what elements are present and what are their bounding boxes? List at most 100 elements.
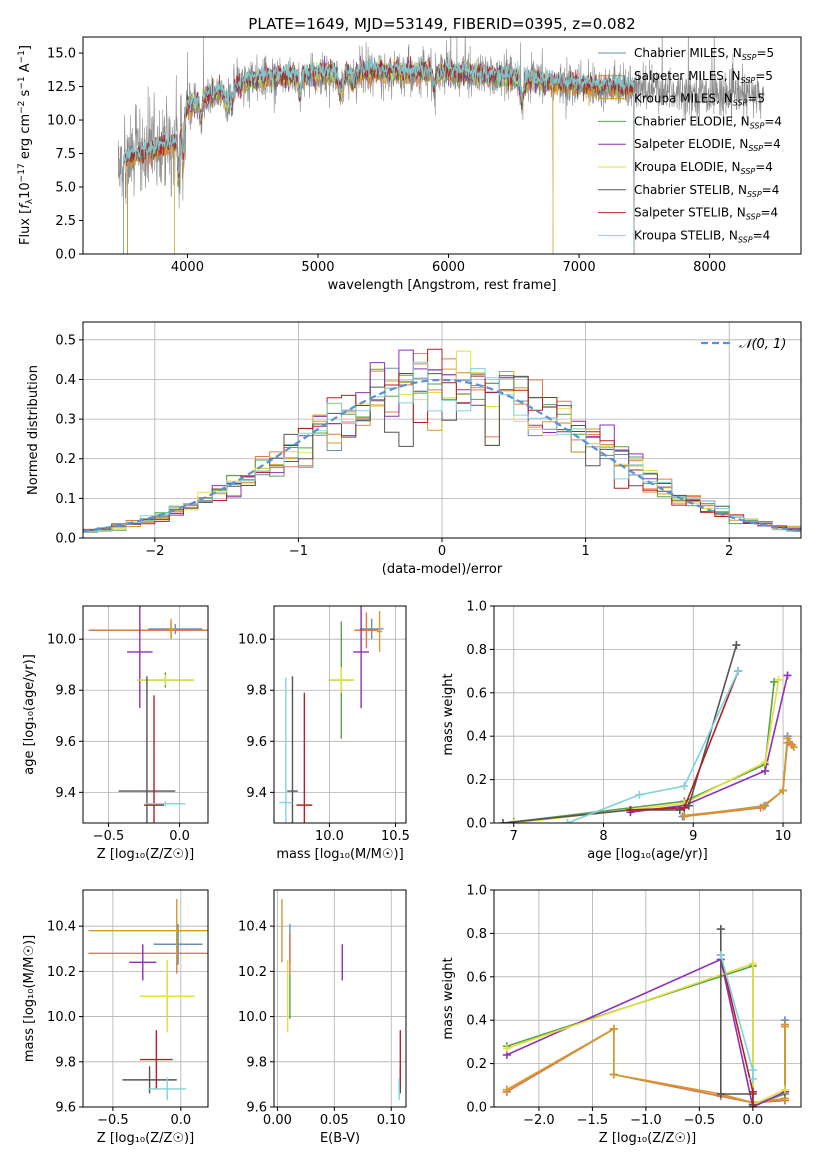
- y-axis-label: Normed distribution: [26, 365, 41, 495]
- plus-marker: [498, 819, 507, 823]
- legend-ssp: SSP: [747, 190, 762, 199]
- y-tick-label: 9.4: [246, 786, 267, 801]
- errorbar-salpeter-stelib: [144, 695, 164, 823]
- axes-mass-weight-vs-age: 7 8 9 10 0.0 0.2 0.4 0.6 0.8 1.0 age [log₁₀(age/yr…: [441, 600, 802, 862]
- x-tick-label: 6000: [432, 260, 465, 275]
- y-tick-label: 1.0: [466, 884, 487, 899]
- errorbar-kroupa-miles: [166, 618, 176, 640]
- y-tick-label: 0.0: [466, 1101, 487, 1116]
- x-tick-label: 0.00: [263, 1113, 292, 1128]
- y-axis-label: mass weight: [441, 673, 456, 755]
- y-tick-label: 0.2: [55, 452, 76, 467]
- x-axis-label: Z [log₁₀(Z/Z☉)]: [599, 1131, 696, 1146]
- x-tick-label: 0: [438, 544, 446, 559]
- errorbar-chabrier-stelib: [287, 676, 298, 823]
- plot-area-spectrum: [117, 37, 765, 254]
- y-tick-label: 9.6: [246, 735, 267, 750]
- errorbar-salpeter-miles: [354, 612, 379, 649]
- plus-marker: [748, 1087, 757, 1096]
- plus-marker: [609, 1070, 618, 1079]
- axes-border: [493, 605, 802, 824]
- axes-mass-vs-EBV: 0.00 0.05 0.10 9.6 9.8 10.0 10.2 10.4 E(B-V): [238, 889, 407, 1146]
- plus-marker: [502, 1085, 511, 1094]
- y-axis-label-part: λ: [25, 198, 35, 204]
- mass-weight-line: [513, 679, 780, 823]
- legend-n: , N: [730, 183, 747, 197]
- y-tick-label: 0.6: [466, 970, 487, 985]
- x-tick-label: 10: [775, 829, 792, 844]
- y-tick-label: 5.0: [55, 181, 76, 196]
- axes-border: [273, 889, 407, 1108]
- x-tick-label: 10.5: [381, 829, 410, 844]
- y-tick-label: 9.6: [55, 1101, 76, 1116]
- y-tick-label: 9.6: [246, 1101, 267, 1116]
- legend-series-name: Salpeter MILES: [634, 69, 724, 83]
- y-tick-label: 0.0: [55, 248, 76, 263]
- plus-marker: [748, 1103, 757, 1107]
- y-tick-label: 7.5: [55, 147, 76, 162]
- plot-area-residuals: [83, 348, 801, 535]
- y-tick-label: 9.8: [55, 1055, 76, 1070]
- mass-weight-series-kroupa-stelib: [563, 667, 743, 823]
- legend-n: , N: [733, 114, 750, 128]
- errorbar-salpeter-elodie: [353, 606, 370, 709]
- y-tick-label: 0.6: [466, 686, 487, 701]
- y-axis-label: age [log₁₀(age/yr)]: [22, 654, 37, 775]
- plus-marker: [779, 786, 788, 795]
- y-tick-label: 10.0: [238, 1010, 267, 1025]
- axes-frame-mass-weight-vs-Z: −2.0 −1.5 −1.0 −0.5 0.0 0.0 0.2 0.4 0.6 0.8 1.0 Z […: [441, 884, 802, 1146]
- plot-area-age-vs-Z: [88, 606, 208, 823]
- legend-ssp: SSP: [738, 235, 753, 244]
- legend-series-name: Chabrier STELIB: [634, 183, 730, 197]
- legend-nssp: =4: [763, 137, 781, 151]
- x-tick-label: 4000: [171, 260, 204, 275]
- x-axis-label: Z [log₁₀(Z/Z☉)]: [97, 1131, 194, 1146]
- plus-marker: [780, 1085, 789, 1094]
- plot-area-mass-weight-vs-Z: [502, 925, 789, 1107]
- axes-frame-spectrum: 4000 5000 6000 7000 8000 0.0 2.5 5.0 7.5 10.0 12.5…: [17, 36, 802, 293]
- y-tick-label: 0.3: [55, 413, 76, 428]
- y-tick-label: 9.8: [55, 684, 76, 699]
- mass-weight-series-salpeter-stelib: [626, 667, 743, 814]
- y-axis-label-part: ]: [18, 45, 33, 50]
- x-tick-label: −0.5: [684, 1113, 716, 1128]
- x-tick-label: 0.0: [743, 1113, 764, 1128]
- legend-entry: Chabrier ELODIE, NSSP=4: [634, 114, 782, 130]
- axes-border: [82, 889, 209, 1108]
- mass-weight-line: [720, 929, 754, 1105]
- plus-marker: [789, 743, 798, 752]
- plus-marker: [563, 819, 572, 823]
- y-tick-label: 0.2: [466, 773, 487, 788]
- plot-area-mass-vs-EBV: [281, 899, 402, 1101]
- y-tick-label: 0.8: [466, 927, 487, 942]
- plus-marker: [626, 805, 635, 814]
- axes-border: [82, 605, 209, 824]
- legend-series-name: Kroupa STELIB: [634, 228, 721, 242]
- plus-marker: [748, 959, 757, 968]
- legend-entry: Salpeter MILES, NSSP=5: [634, 69, 773, 85]
- plot-area-mass-weight-vs-age: [498, 641, 798, 823]
- x-tick-label: −0.5: [97, 1113, 129, 1128]
- legend-n: , N: [721, 228, 738, 242]
- axes-mass-weight-vs-Z: −2.0 −1.5 −1.0 −0.5 0.0 0.0 0.2 0.4 0.6 0.8 1.0 Z […: [441, 884, 802, 1146]
- axes-age-vs-mass: 10.0 10.5 9.4 9.6 9.8 10.0 mass [log₁₀(M/M☉)]: [238, 605, 410, 862]
- axes-age-vs-Z: −0.5 0.0 9.4 9.6 9.8 10.0 Z [log₁₀(Z/Z☉)] age […: [22, 605, 209, 862]
- plus-marker: [748, 1074, 757, 1083]
- errorbar-kroupa-miles: [88, 899, 208, 963]
- chart-title: PLATE=1649, MJD=53149, FIBERID=0395, z=0…: [248, 15, 635, 33]
- legend-nssp: =4: [764, 114, 782, 128]
- model-spectrum-kroupa-stelib: [123, 52, 635, 254]
- y-tick-label: 0.0: [55, 532, 76, 547]
- y-tick-label: 9.6: [55, 735, 76, 750]
- y-axis-label-part: −17: [17, 163, 27, 182]
- x-tick-label: 5000: [301, 260, 334, 275]
- legend-gaussian-label: 𝒩(0, 1): [739, 337, 786, 352]
- y-axis-label-part: −1: [17, 50, 27, 63]
- plus-marker: [680, 782, 689, 791]
- plus-marker: [609, 1024, 618, 1033]
- plus-marker: [770, 677, 779, 686]
- legend-ssp: SSP: [741, 167, 756, 176]
- y-tick-label: 2.5: [55, 214, 76, 229]
- x-tick-label: 0.0: [169, 829, 190, 844]
